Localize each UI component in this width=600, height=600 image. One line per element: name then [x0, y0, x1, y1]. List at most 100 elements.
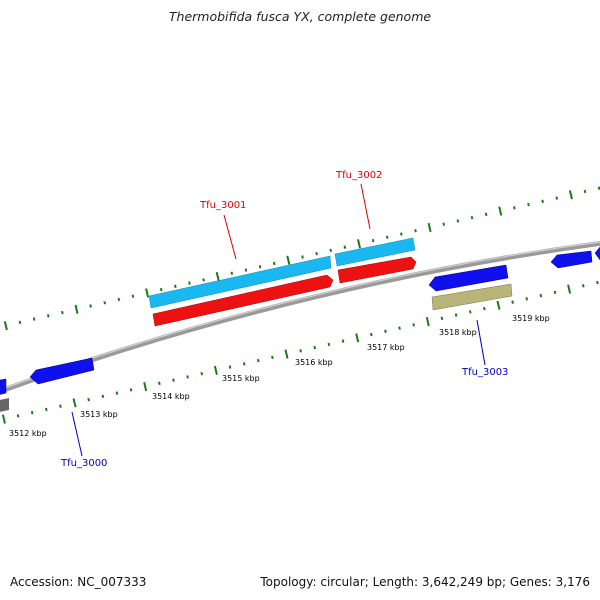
tick-mark	[498, 206, 503, 216]
tick-mark	[145, 288, 150, 298]
tick-mark	[61, 310, 64, 315]
tick-mark	[202, 278, 205, 282]
tick-mark	[131, 294, 135, 298]
tick-mark	[341, 339, 345, 343]
tick-label: 3518 kbp	[439, 328, 477, 337]
tick-mark	[456, 219, 460, 223]
tick-mark	[159, 287, 163, 292]
tick-label: 3512 kbp	[9, 429, 47, 438]
feature-tfu-3003[interactable]	[431, 283, 513, 311]
tick-mark	[484, 212, 488, 217]
tick-mark	[72, 398, 77, 408]
tick-mark	[89, 304, 92, 308]
tick-mark	[256, 358, 260, 363]
gene-label-tfu-3001[interactable]: Tfu_3001	[199, 200, 246, 211]
tick-mark	[215, 271, 220, 282]
tick-mark	[553, 290, 557, 295]
tick-mark	[244, 268, 248, 272]
tick-mark	[468, 310, 472, 314]
cds-feature-tfu-3002[interactable]	[334, 237, 416, 267]
tick-mark	[115, 391, 119, 395]
gene-arrow-reverse-2[interactable]	[29, 357, 95, 385]
tick-mark	[174, 284, 177, 289]
tick-mark	[541, 199, 544, 204]
tick-mark	[129, 388, 133, 392]
tick-label: 3517 kbp	[367, 343, 405, 352]
tick-mark	[496, 300, 501, 310]
tick-mark	[525, 297, 529, 301]
tick-mark	[299, 349, 302, 353]
tick-mark	[442, 222, 446, 226]
tick-mark	[117, 297, 121, 302]
tick-mark	[3, 321, 8, 331]
label-line-tfu-3003	[476, 319, 486, 366]
gene-arrow-reverse-3[interactable]	[428, 264, 509, 292]
tick-mark	[539, 293, 543, 298]
tick-mark	[272, 261, 276, 266]
tick-mark	[440, 316, 444, 321]
tick-label: 3514 kbp	[152, 392, 190, 401]
gene-arrow-tfu-3002[interactable]	[337, 256, 417, 284]
tick-mark	[555, 196, 559, 200]
tick-mark	[343, 245, 347, 249]
tick-mark	[371, 238, 375, 243]
tick-mark	[46, 314, 50, 318]
tick-label: 3516 kbp	[295, 358, 333, 367]
tick-mark	[315, 251, 318, 256]
gene-label-tfu-3003[interactable]: Tfu_3003	[461, 367, 508, 378]
gene-arrow-reverse-4[interactable]	[550, 250, 593, 269]
genome-summary-text: Topology: circular; Length: 3,642,249 bp…	[260, 575, 590, 589]
tick-mark	[228, 365, 232, 369]
tick-label: 3519 kbp	[512, 314, 550, 323]
tick-mark	[470, 215, 474, 220]
tick-mark	[301, 255, 304, 259]
outer-tick-ring	[3, 186, 600, 331]
label-line-tfu-3002	[360, 183, 371, 230]
tick-mark	[284, 349, 289, 359]
tick-mark	[172, 378, 175, 382]
label-line-tfu-3000	[71, 411, 83, 457]
tick-mark	[385, 235, 389, 239]
gene-label-tfu-3002[interactable]: Tfu_3002	[335, 170, 382, 181]
tick-mark	[400, 232, 403, 236]
tick-mark	[527, 202, 530, 207]
map-title: Thermobifida fusca YX, complete genome	[168, 9, 432, 24]
tick-mark	[213, 365, 218, 375]
tick-mark	[45, 407, 48, 412]
tick-mark	[286, 255, 291, 265]
tick-mark	[258, 265, 262, 269]
tick-mark	[583, 189, 587, 194]
tick-mark	[313, 345, 317, 350]
tick-mark	[567, 284, 572, 294]
tick-mark	[271, 355, 274, 360]
cds-feature-tfu-3001[interactable]	[148, 255, 332, 309]
gene-label-tfu-3000[interactable]: Tfu_3000	[60, 458, 107, 469]
tick-mark	[355, 333, 360, 343]
gene-arrow-reverse-1[interactable]	[0, 378, 7, 396]
tick-mark	[59, 404, 62, 408]
tick-mark	[329, 248, 333, 253]
gene-arrow-reverse-5[interactable]	[594, 246, 600, 261]
feature-left-edge	[0, 398, 9, 412]
tick-mark	[327, 342, 331, 347]
tick-mark	[357, 239, 361, 249]
tick-label: 3515 kbp	[222, 374, 260, 383]
tick-mark	[242, 362, 246, 366]
tick-mark	[158, 381, 161, 386]
tick-mark	[414, 229, 417, 233]
tick-mark	[581, 284, 585, 288]
gene-arrow-tfu-3001[interactable]	[152, 274, 334, 327]
tick-mark	[101, 394, 105, 399]
tick-mark	[398, 326, 401, 330]
tick-mark	[186, 375, 189, 379]
tick-mark	[513, 206, 516, 210]
tick-mark	[370, 332, 373, 337]
tick-mark	[568, 190, 573, 200]
tick-mark	[425, 316, 430, 327]
tick-mark	[74, 304, 79, 314]
tick-mark	[230, 271, 234, 275]
tick-mark	[103, 301, 107, 305]
tick-mark	[454, 313, 458, 317]
inner-tick-ring	[1, 280, 599, 424]
